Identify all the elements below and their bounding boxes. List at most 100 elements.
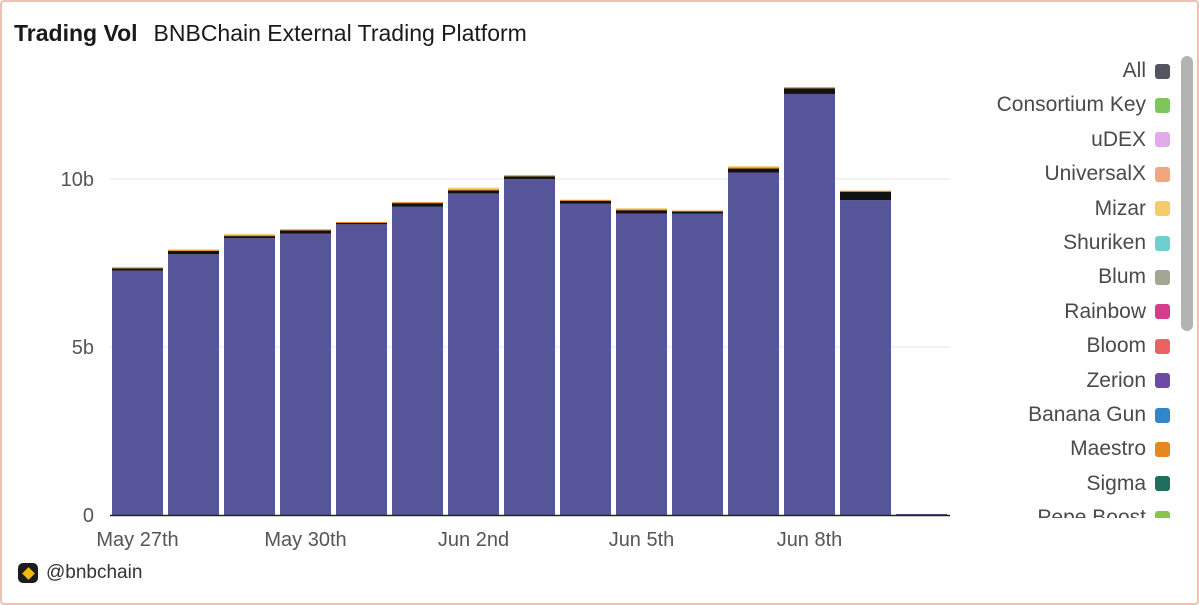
y-tick-label: 5b xyxy=(72,337,94,359)
legend-swatch xyxy=(1155,97,1170,113)
y-tick-label: 10b xyxy=(61,169,94,191)
legend-label: Banana Gun xyxy=(1028,403,1146,426)
bar-all xyxy=(168,254,219,515)
bar-all xyxy=(616,213,667,516)
bar-sigma xyxy=(616,210,667,214)
bar-all xyxy=(112,270,163,515)
bar-sigma xyxy=(504,176,555,179)
bar-maestro xyxy=(784,87,835,89)
legend-item[interactable]: Blum xyxy=(1098,262,1170,292)
chart-legend: All Consortium Key uDEX UniversalX Mizar Shur… xyxy=(960,56,1170,518)
legend-swatch xyxy=(1155,63,1170,79)
legend-label: Bloom xyxy=(1086,334,1146,358)
legend-swatch xyxy=(1155,132,1170,148)
bar-all xyxy=(336,224,387,515)
legend-label: Mizar xyxy=(1094,196,1146,220)
legend-swatch xyxy=(1155,166,1170,182)
bar-all xyxy=(784,93,835,516)
legend-item[interactable]: Pepe Boost xyxy=(1037,503,1170,518)
legend-item[interactable]: uDEX xyxy=(1091,125,1170,155)
chart-header: Trading Vol BNBChain External Trading Pl… xyxy=(14,20,527,50)
bar-mizar xyxy=(224,234,275,236)
x-tick-label: Jun 5th xyxy=(609,529,675,551)
bar-sigma xyxy=(560,200,611,204)
bar-maestro xyxy=(336,221,387,223)
chart-title: Trading Vol xyxy=(14,20,138,46)
bar-maestro xyxy=(448,189,499,191)
bar-maestro xyxy=(840,190,891,192)
bar-all xyxy=(672,213,723,516)
bar-mizar xyxy=(616,208,667,210)
bar-maestro xyxy=(560,199,611,201)
bar-chart: 0 5b 10b May 27th May 30th Jun 2nd Jun 5th Jun … xyxy=(61,87,950,551)
bar-all xyxy=(448,193,499,515)
bar-mizar xyxy=(728,166,779,168)
legend-item[interactable]: Shuriken xyxy=(1063,228,1170,258)
bar-mizar xyxy=(448,187,499,190)
legend-label: Sigma xyxy=(1086,471,1146,495)
legend-swatch xyxy=(1155,441,1170,457)
legend-item[interactable]: All xyxy=(1123,56,1170,86)
bar-maestro xyxy=(504,175,555,177)
bar-maestro xyxy=(112,267,163,269)
bar-sigma xyxy=(280,230,331,234)
legend-label: Rainbow xyxy=(1064,299,1146,323)
legend-item[interactable]: UniversalX xyxy=(1044,159,1170,189)
legend-item[interactable]: Mizar xyxy=(1095,194,1170,224)
bar-sigma xyxy=(336,222,387,225)
bar-maestro xyxy=(392,202,443,204)
bar-sigma xyxy=(448,190,499,194)
footer: @bnbchain xyxy=(18,562,142,584)
legend-label: All xyxy=(1122,59,1146,82)
legend-swatch xyxy=(1155,235,1170,251)
bar-all xyxy=(280,233,331,515)
bar-sigma xyxy=(840,191,891,201)
legend-swatch xyxy=(1155,304,1170,320)
bar-maestro xyxy=(616,209,667,211)
legend-item[interactable]: Sigma xyxy=(1086,469,1170,499)
bar-sigma xyxy=(784,88,835,94)
bar-maestro xyxy=(672,210,723,212)
bar-all xyxy=(224,238,275,516)
legend-swatch xyxy=(1155,407,1170,423)
bar-mizar xyxy=(168,249,219,251)
bar-all xyxy=(728,172,779,515)
bar-maestro xyxy=(224,235,275,237)
bar-maestro xyxy=(280,229,331,231)
bar-all xyxy=(392,206,443,515)
bar-sigma xyxy=(112,268,163,271)
legend-swatch xyxy=(1155,201,1170,217)
legend-label: Zerion xyxy=(1086,368,1146,392)
legend-item[interactable]: Rainbow xyxy=(1064,297,1170,327)
y-tick-label: 0 xyxy=(83,505,94,527)
footer-handle: @bnbchain xyxy=(46,562,143,583)
legend-item[interactable]: Banana Gun xyxy=(1028,400,1170,430)
legend-label: uDEX xyxy=(1091,127,1146,151)
legend-label: Blum xyxy=(1098,265,1146,289)
chart-subtitle: BNBChain External Trading Platform xyxy=(153,20,527,46)
bar-maestro xyxy=(168,249,219,251)
legend-swatch xyxy=(1155,269,1170,285)
bar-maestro xyxy=(728,167,779,169)
legend-swatch xyxy=(1155,338,1170,354)
legend-item[interactable]: Consortium Key xyxy=(997,90,1170,120)
x-tick-label: May 30th xyxy=(264,529,346,551)
x-tick-label: May 27th xyxy=(96,529,178,551)
legend-item[interactable]: Maestro xyxy=(1070,434,1170,464)
bar-all xyxy=(840,200,891,515)
legend-item[interactable]: Bloom xyxy=(1086,331,1170,361)
x-tick-label: Jun 8th xyxy=(777,529,843,551)
legend-item[interactable]: Zerion xyxy=(1086,366,1170,396)
legend-label: Consortium Key xyxy=(996,93,1146,117)
bar-all xyxy=(504,178,555,515)
legend-scrollbar[interactable] xyxy=(1181,56,1193,331)
bar-sigma xyxy=(224,236,275,239)
bar-sigma xyxy=(392,203,443,207)
bar-sigma xyxy=(168,250,219,255)
bar-sigma xyxy=(728,168,779,173)
bar-sigma xyxy=(672,211,723,214)
legend-swatch xyxy=(1155,510,1170,518)
legend-swatch xyxy=(1155,373,1170,389)
x-tick-label: Jun 2nd xyxy=(438,529,509,551)
legend-label: Shuriken xyxy=(1063,231,1146,254)
